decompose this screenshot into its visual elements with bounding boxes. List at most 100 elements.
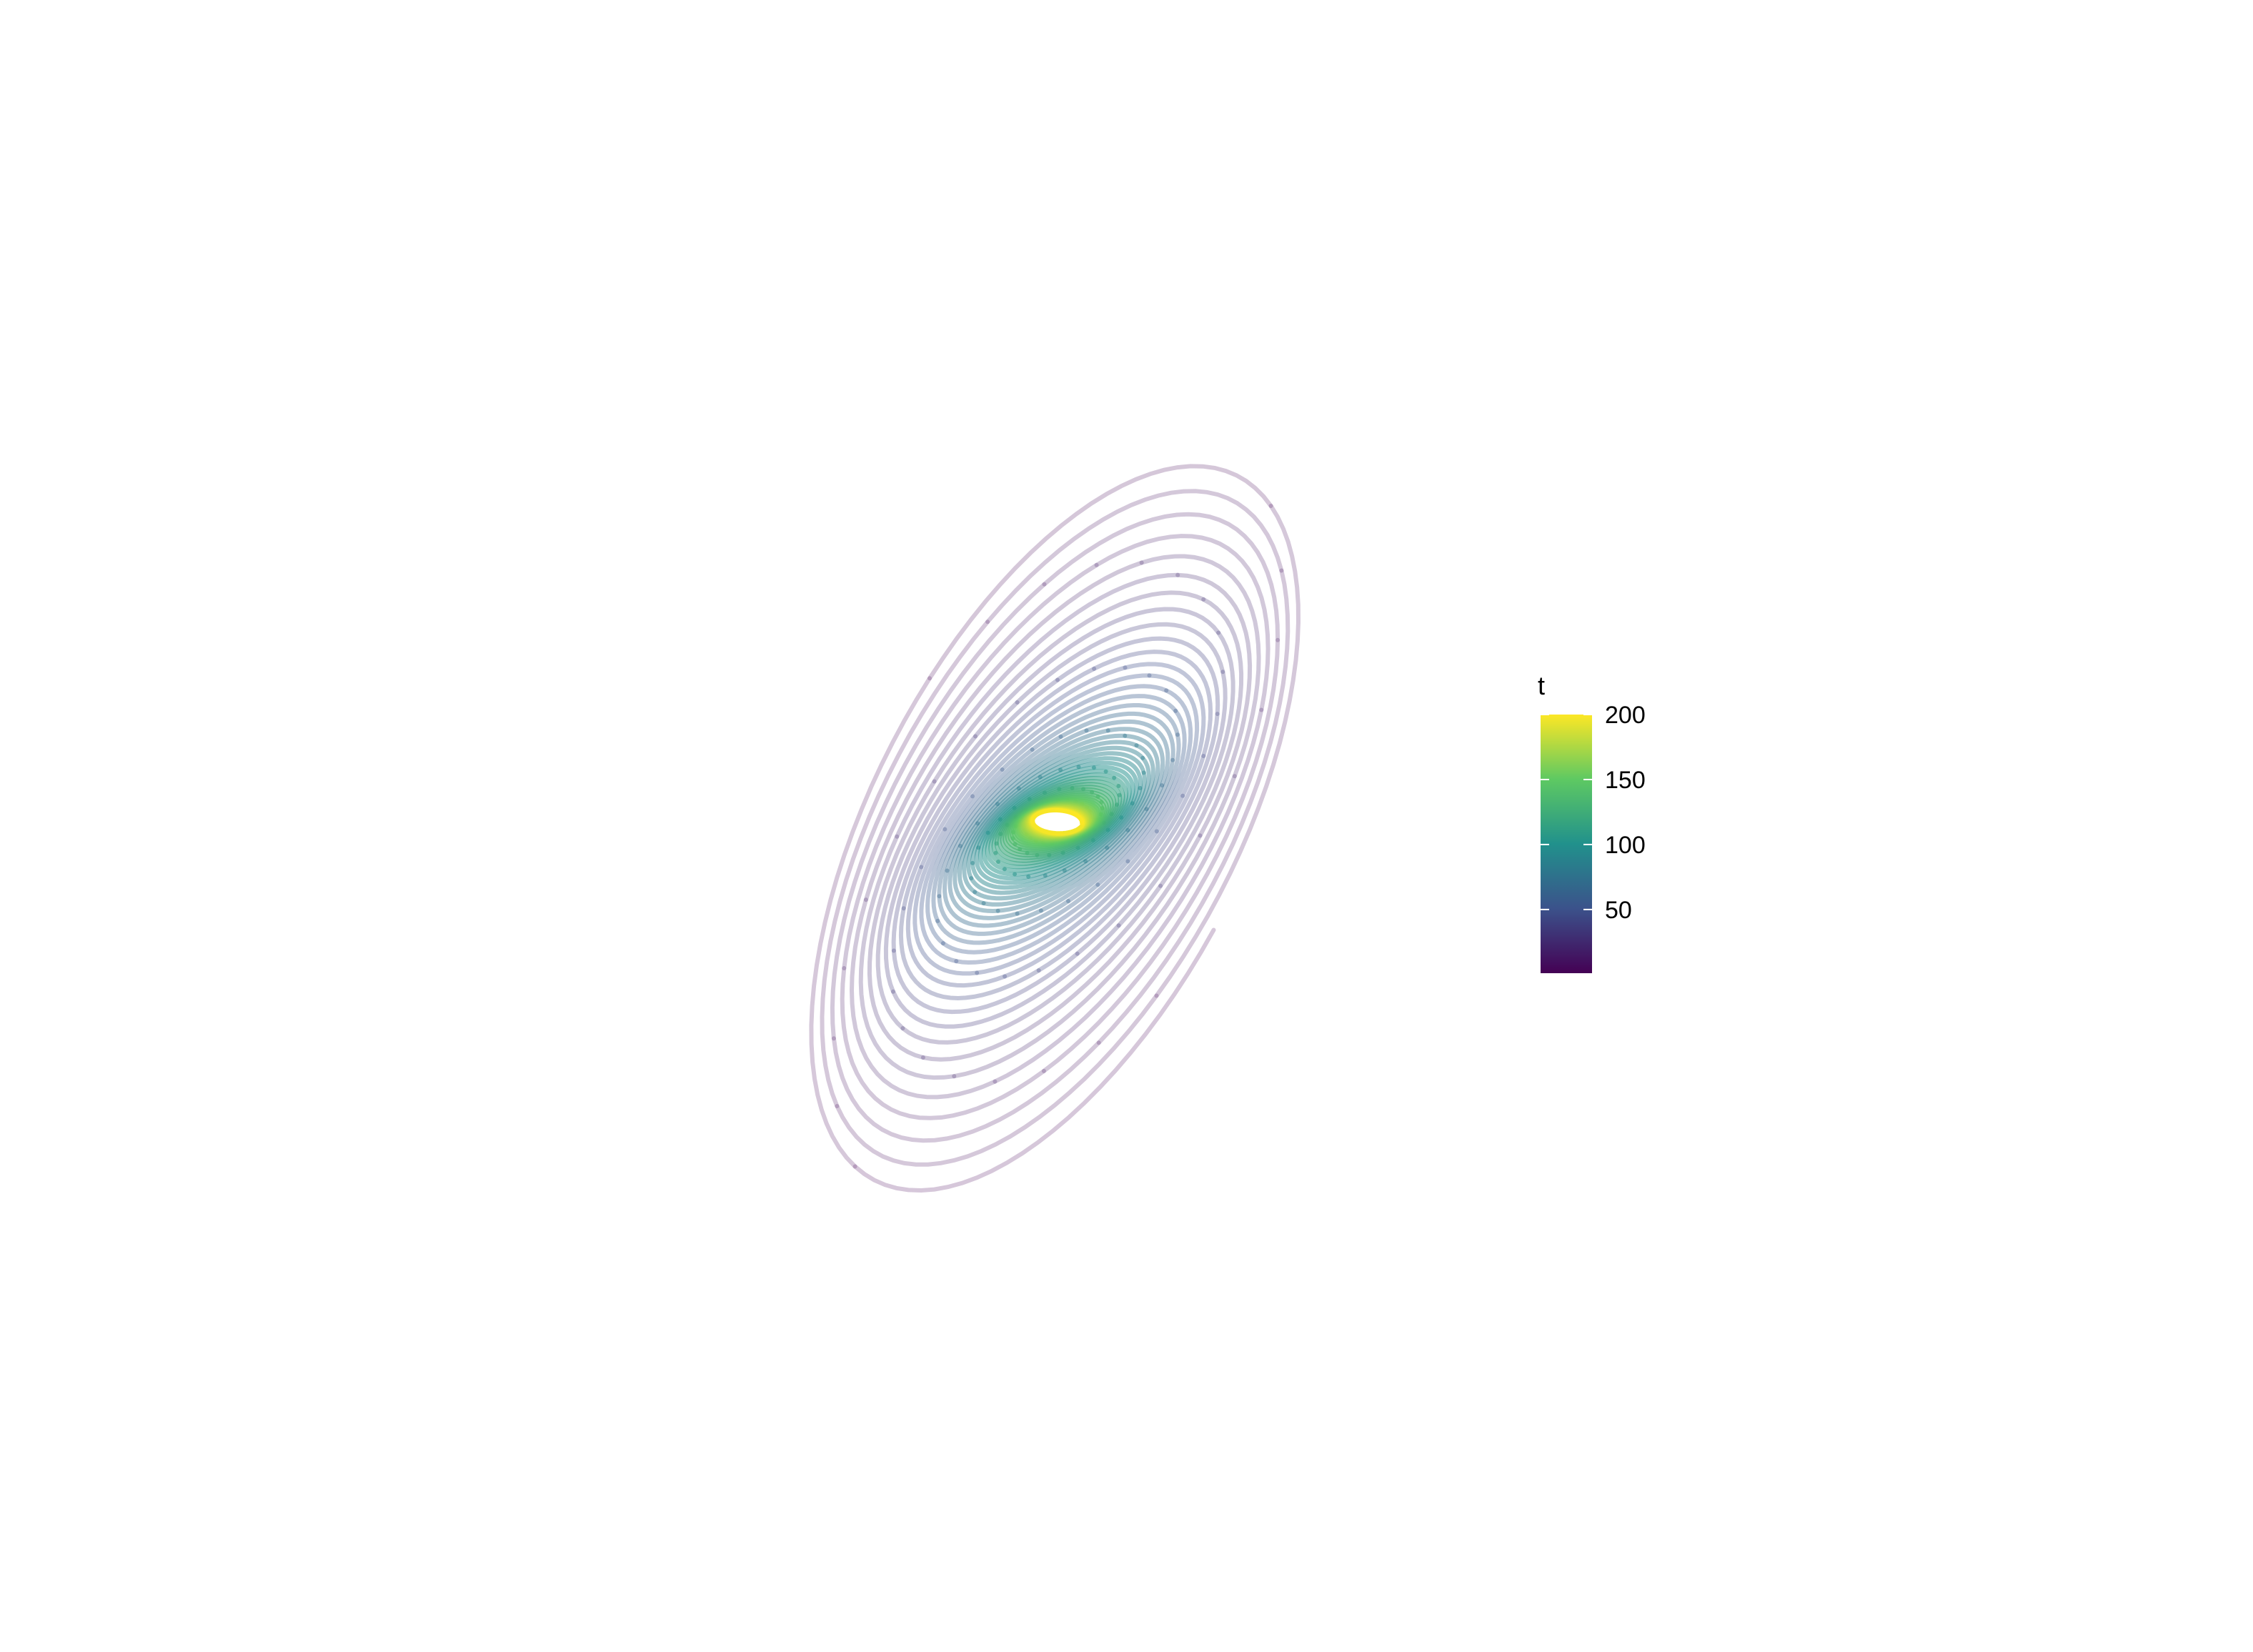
spiral-curve [809, 464, 1301, 1193]
curve-segment [995, 740, 1139, 807]
curve-segment [958, 728, 1110, 848]
curve-segment [1147, 673, 1200, 834]
curve-segment [912, 827, 980, 976]
curve-segment [863, 560, 1144, 902]
curve-segment [1058, 711, 1175, 762]
curve-segment [1092, 650, 1213, 758]
curve-segment [975, 793, 1185, 975]
curve-segment [942, 868, 1043, 928]
curve-segment [898, 906, 1041, 1001]
legend-tick-label: 100 [1605, 832, 1646, 859]
curve-segment [1054, 808, 1085, 825]
curve-segment [1084, 719, 1170, 788]
legend-title: t [1538, 671, 1545, 700]
curve-segment [935, 882, 1100, 945]
curve-segment [973, 607, 1221, 739]
curve-segment [891, 948, 1080, 1015]
curve-segment [945, 728, 1089, 873]
curve-segment [1036, 712, 1220, 973]
curve-segment [937, 735, 1063, 899]
curve-segment [852, 927, 1216, 1193]
curve-segment [1105, 727, 1165, 812]
curve-segment [919, 794, 975, 964]
legend-tick-label: 200 [1605, 702, 1646, 729]
curve-segment [970, 767, 1063, 865]
curve-segment [891, 677, 1060, 953]
curve-segment [1076, 760, 1139, 806]
curve-segment [1070, 785, 1117, 817]
curve-segment [1015, 783, 1165, 916]
curve-segment [1139, 554, 1261, 779]
curve-segment [901, 666, 1097, 911]
curve-segment [1030, 808, 1059, 825]
curve-segment [973, 845, 1110, 901]
curve-segment [958, 802, 1000, 906]
curve-segment [1096, 568, 1290, 1045]
curve-segment [1154, 504, 1301, 998]
curve-segment [1062, 770, 1147, 873]
curve-segment [1095, 708, 1187, 887]
curve-segment [1158, 597, 1244, 888]
curve-segment [1003, 754, 1206, 979]
curve-segment [919, 665, 1128, 870]
curve-segment [1030, 820, 1064, 836]
curve-segment [966, 775, 1043, 881]
curve-segment [1123, 662, 1206, 798]
curve-segment [981, 827, 1130, 907]
curve-segment [809, 676, 932, 1169]
curve-segment [900, 883, 1163, 1045]
curve-segment [867, 779, 937, 1060]
curve-segment [985, 489, 1284, 625]
curve-segment [993, 707, 1264, 1084]
legend-tick-label: 50 [1605, 897, 1632, 924]
curve-segment [1094, 534, 1270, 712]
curve-segment [952, 774, 1237, 1079]
curve-segment [835, 993, 1159, 1167]
curve-segment [1125, 688, 1193, 864]
color-legend: t 50 100 150 200 [1538, 671, 1646, 973]
curve-segment [1091, 765, 1135, 820]
curve-segment [895, 572, 1180, 839]
curve-segment [1083, 755, 1151, 864]
curve-segment [995, 807, 1149, 913]
curve-segment [1055, 636, 1220, 717]
curve-segment [931, 747, 1035, 923]
curve-segment [970, 860, 1067, 890]
curve-segment [1000, 694, 1178, 772]
curve-segment [962, 786, 1021, 895]
curve-segment [849, 897, 998, 1100]
curve-segment [1038, 751, 1146, 780]
curve-segment [1038, 757, 1175, 913]
curve-segment [1030, 703, 1180, 752]
curve-segment [1042, 512, 1280, 642]
curve-segment [937, 894, 1070, 936]
curve-segment [978, 830, 1031, 881]
curve-segment [1041, 637, 1280, 1073]
curve-segment [830, 582, 1047, 1041]
curve-segment [997, 832, 1052, 860]
curve-segment [858, 834, 957, 1080]
curve-segment [925, 767, 1005, 946]
curve-segment [1116, 630, 1235, 928]
curve-segment [954, 829, 1159, 965]
curve-segment [969, 859, 1088, 895]
curve-segment [1058, 756, 1143, 790]
curve-segment [905, 865, 1008, 988]
curve-segment [1105, 743, 1155, 850]
legend-tick-label: 150 [1605, 767, 1646, 794]
curve-segment [920, 833, 1203, 1062]
curve-segment [842, 562, 1099, 970]
curve-segment [932, 590, 1206, 784]
curve-segment [970, 684, 1169, 799]
curve-segment [1015, 622, 1225, 705]
curve-segment [891, 923, 1121, 1029]
curve-segment [943, 673, 1152, 832]
curve-segment [1057, 782, 1120, 807]
curve-segment [1175, 572, 1253, 838]
curve-segment [940, 859, 1130, 955]
curve-segment [820, 620, 990, 1108]
curve-segment [1016, 745, 1145, 791]
curve-segment [1075, 670, 1228, 956]
curve-segment [1123, 733, 1160, 832]
